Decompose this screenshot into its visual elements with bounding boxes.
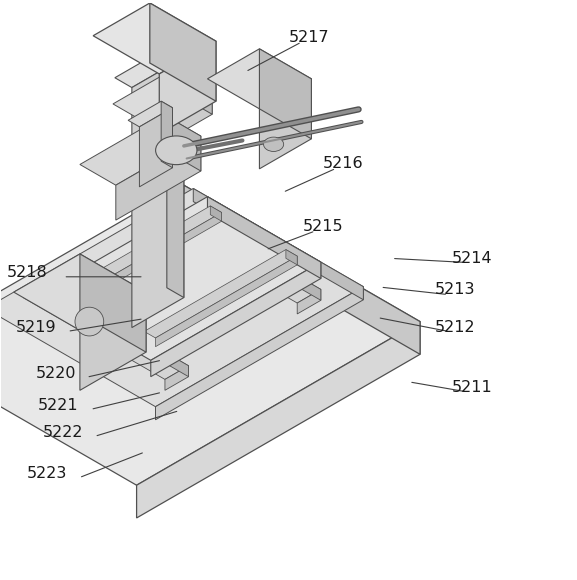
Polygon shape [208,49,312,109]
Polygon shape [23,284,189,379]
Ellipse shape [264,137,284,151]
Polygon shape [47,284,189,376]
Text: 5211: 5211 [452,380,493,395]
Text: 5222: 5222 [43,425,84,440]
Text: 5218: 5218 [7,265,48,280]
Polygon shape [0,185,420,485]
Polygon shape [297,289,321,314]
Polygon shape [210,206,222,221]
Polygon shape [184,185,420,354]
Polygon shape [38,197,321,360]
Text: 5214: 5214 [452,251,493,266]
Polygon shape [161,101,173,168]
Polygon shape [80,115,201,185]
Polygon shape [286,249,297,265]
Polygon shape [137,321,420,518]
Text: 5219: 5219 [16,320,56,335]
Polygon shape [155,256,297,347]
Polygon shape [144,249,297,338]
Polygon shape [14,254,146,331]
Polygon shape [159,41,216,134]
Text: 5212: 5212 [434,320,475,335]
Polygon shape [208,197,321,278]
Polygon shape [150,3,216,101]
Text: 5213: 5213 [435,282,475,298]
Text: 5221: 5221 [38,398,78,414]
Polygon shape [80,254,146,352]
Polygon shape [93,3,216,74]
Text: 5223: 5223 [27,466,68,481]
Ellipse shape [156,136,197,165]
Polygon shape [69,206,222,294]
Polygon shape [115,48,184,88]
Polygon shape [167,48,184,298]
Text: 5220: 5220 [36,366,76,380]
Polygon shape [0,188,364,407]
Text: 5216: 5216 [323,156,364,171]
Polygon shape [132,57,184,328]
Polygon shape [165,366,189,390]
Polygon shape [260,49,312,139]
Polygon shape [165,74,212,114]
Polygon shape [193,188,364,300]
Polygon shape [80,212,222,303]
Polygon shape [160,101,212,144]
Polygon shape [140,108,173,187]
Polygon shape [155,208,321,303]
Polygon shape [179,208,321,300]
Text: 5215: 5215 [303,219,343,234]
Polygon shape [260,79,312,169]
Polygon shape [128,101,173,127]
Polygon shape [80,292,146,390]
Polygon shape [165,115,201,171]
Polygon shape [113,74,212,131]
Text: 5217: 5217 [288,30,329,45]
Polygon shape [155,287,364,420]
Ellipse shape [75,307,104,336]
Polygon shape [116,136,201,220]
Polygon shape [151,262,321,376]
